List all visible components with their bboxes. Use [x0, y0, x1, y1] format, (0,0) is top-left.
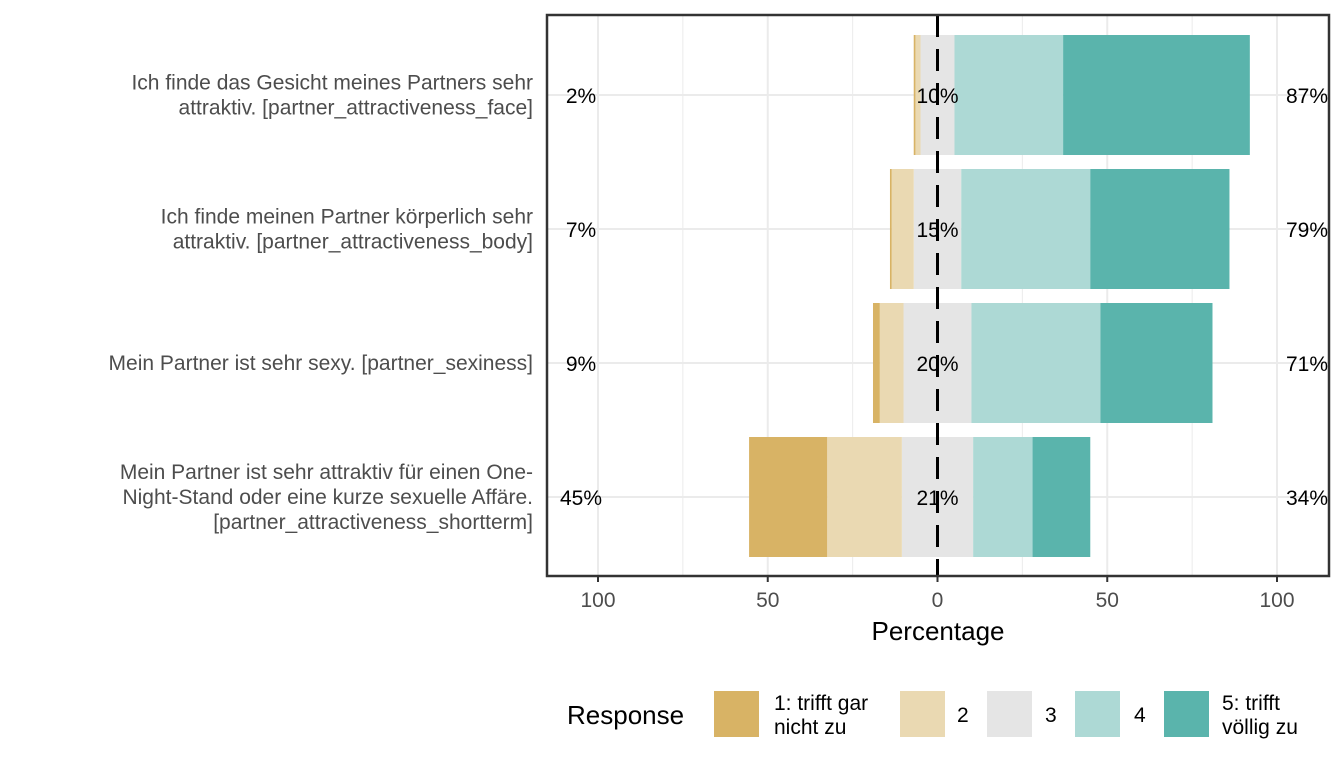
- low-percentage-label: 9%: [566, 353, 596, 376]
- neutral-percentage-label: 10%: [916, 85, 958, 108]
- high-percentage-label: 71%: [1286, 353, 1328, 376]
- category-label-line: [partner_attractiveness_shortterm]: [213, 511, 533, 534]
- legend-key: [714, 691, 759, 737]
- category-label-line: attraktiv. [partner_attractiveness_body]: [173, 231, 533, 254]
- bars: [749, 35, 1250, 557]
- high-percentage-label: 79%: [1286, 219, 1328, 242]
- legend-key: [1075, 691, 1120, 737]
- category-label-line: Mein Partner ist sehr sexy. [partner_sex…: [109, 352, 533, 375]
- x-axis-ticks: 100 50 0 50 100: [580, 576, 1295, 612]
- x-tick-label: 50: [1096, 589, 1119, 612]
- legend-label: 5: trifft: [1222, 692, 1280, 715]
- neutral-percentage-label: 20%: [916, 353, 958, 376]
- legend-label: 4: [1134, 704, 1146, 727]
- bar-segment-5: [1100, 303, 1213, 423]
- neutral-percentage-label: 15%: [916, 219, 958, 242]
- category-label-line: Ich finde das Gesicht meines Partners se…: [131, 72, 533, 95]
- bar-segment-4: [973, 437, 1033, 557]
- category-label-line: attraktiv. [partner_attractiveness_face]: [179, 97, 533, 120]
- neutral-percentage-label: 21%: [916, 487, 958, 510]
- bar-segment-4: [954, 35, 1064, 155]
- legend-key: [900, 691, 945, 737]
- legend-label: nicht zu: [774, 716, 846, 739]
- legend-label: völlig zu: [1222, 716, 1298, 739]
- high-percentage-label: 87%: [1286, 85, 1328, 108]
- bar-segment-1: [913, 35, 916, 155]
- bar-segment-4: [971, 303, 1101, 423]
- legend-label: 2: [957, 704, 969, 727]
- x-tick-label: 100: [1259, 589, 1294, 612]
- bar-segment-2: [915, 35, 921, 155]
- legend-key: [1164, 691, 1209, 737]
- x-tick-label: 100: [580, 589, 615, 612]
- bar-segment-4: [961, 169, 1091, 289]
- percentage-labels: 2% 10% 87% 7% 15% 79% 9% 20% 71% 45% 21% 34%: [560, 85, 1328, 510]
- category-labels: Ich finde das Gesicht meines Partners se…: [109, 72, 533, 535]
- x-tick-label: 0: [932, 589, 944, 612]
- legend-title: Response: [567, 700, 684, 730]
- bar-segment-1: [749, 437, 828, 557]
- x-axis-title: Percentage: [872, 616, 1005, 646]
- high-percentage-label: 34%: [1286, 487, 1328, 510]
- category-label-line: Night-Stand oder eine kurze sexuelle Aff…: [122, 486, 533, 509]
- legend-label: 3: [1045, 704, 1057, 727]
- bar-segment-5: [1032, 437, 1091, 557]
- legend-label: 1: trifft gar: [774, 692, 868, 715]
- legend-key: [987, 691, 1032, 737]
- category-label-line: Ich finde meinen Partner körperlich sehr: [161, 206, 533, 229]
- bar-segment-1: [889, 169, 892, 289]
- bar-segment-2: [827, 437, 902, 557]
- low-percentage-label: 7%: [566, 219, 596, 242]
- x-tick-label: 50: [756, 589, 779, 612]
- low-percentage-label: 2%: [566, 85, 596, 108]
- bar-segment-2: [879, 303, 904, 423]
- low-percentage-label: 45%: [560, 487, 602, 510]
- category-label-line: Mein Partner ist sehr attraktiv für eine…: [120, 461, 533, 484]
- bar-segment-1: [872, 303, 880, 423]
- bar-segment-2: [891, 169, 914, 289]
- bar-segment-5: [1090, 169, 1230, 289]
- bar-segment-5: [1063, 35, 1250, 155]
